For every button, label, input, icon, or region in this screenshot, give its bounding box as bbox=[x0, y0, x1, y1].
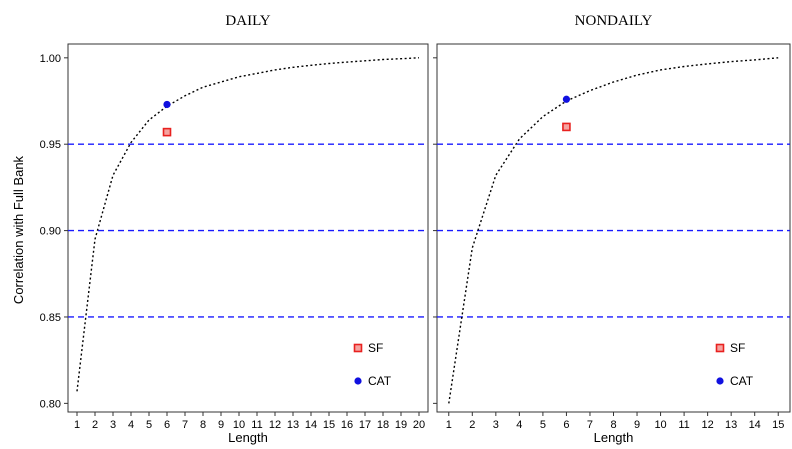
x-tick-label: 11 bbox=[251, 419, 262, 431]
x-tick-label: 14 bbox=[749, 419, 761, 431]
x-tick-label: 14 bbox=[305, 419, 317, 431]
panel-title: NONDAILY bbox=[575, 13, 653, 29]
x-tick-label: 18 bbox=[377, 419, 389, 431]
x-tick-label: 4 bbox=[128, 419, 134, 431]
y-tick-label: 0.80 bbox=[40, 398, 61, 410]
y-tick-label: 0.95 bbox=[40, 139, 61, 151]
y-tick-label: 0.85 bbox=[40, 312, 61, 324]
x-tick-label: 13 bbox=[287, 419, 299, 431]
x-tick-label: 9 bbox=[634, 419, 640, 431]
x-tick-label: 1 bbox=[446, 419, 452, 431]
x-axis-label: Length bbox=[594, 430, 634, 445]
x-tick-label: 15 bbox=[323, 419, 335, 431]
x-tick-label: 8 bbox=[200, 419, 206, 431]
x-tick-label: 6 bbox=[563, 419, 569, 431]
x-tick-label: 11 bbox=[678, 419, 689, 431]
sf-point bbox=[562, 122, 571, 132]
legend-label: SF bbox=[730, 341, 745, 355]
x-tick-label: 10 bbox=[233, 419, 245, 431]
x-tick-label: 7 bbox=[587, 419, 593, 431]
x-tick-label: 19 bbox=[395, 419, 407, 431]
y-tick-label: 1.00 bbox=[40, 53, 61, 65]
legend-cat-marker bbox=[354, 377, 362, 385]
x-tick-label: 3 bbox=[110, 419, 116, 431]
x-tick-label: 10 bbox=[654, 419, 666, 431]
curve-line bbox=[76, 57, 420, 392]
x-tick-label: 20 bbox=[413, 419, 425, 431]
x-tick-label: 3 bbox=[493, 419, 499, 431]
x-tick-label: 7 bbox=[182, 419, 188, 431]
cat-point bbox=[163, 100, 171, 109]
y-axis-label: Correlation with Full Bank bbox=[11, 155, 26, 304]
plot-frame bbox=[67, 43, 429, 413]
x-tick-label: 9 bbox=[218, 419, 224, 431]
x-tick-label: 12 bbox=[702, 419, 714, 431]
cat-point bbox=[562, 95, 571, 103]
x-tick-label: 2 bbox=[469, 419, 475, 431]
legend-cat-marker bbox=[716, 377, 724, 385]
x-tick-label: 2 bbox=[92, 419, 98, 431]
x-tick-label: 15 bbox=[772, 419, 784, 431]
plot-frame bbox=[436, 43, 791, 413]
x-tick-label: 8 bbox=[610, 419, 616, 431]
legend-label: SF bbox=[368, 341, 383, 355]
legend-label: CAT bbox=[368, 374, 392, 388]
y-tick-label: 0.90 bbox=[40, 226, 61, 238]
x-tick-label: 13 bbox=[725, 419, 737, 431]
x-tick-label: 6 bbox=[164, 419, 170, 431]
legend-sf-marker bbox=[715, 343, 725, 353]
x-tick-label: 17 bbox=[359, 419, 371, 431]
x-axis-label: Length bbox=[228, 430, 268, 445]
x-tick-label: 5 bbox=[540, 419, 546, 431]
legend-sf-marker bbox=[353, 343, 363, 353]
x-tick-label: 16 bbox=[341, 419, 353, 431]
curve-line bbox=[448, 57, 779, 404]
sf-point bbox=[162, 127, 172, 137]
x-tick-label: 1 bbox=[74, 419, 80, 431]
panel-title: DAILY bbox=[225, 13, 270, 29]
x-tick-label: 5 bbox=[146, 419, 152, 431]
legend-label: CAT bbox=[730, 374, 754, 388]
x-tick-label: 12 bbox=[269, 419, 281, 431]
x-tick-label: 4 bbox=[516, 419, 522, 431]
